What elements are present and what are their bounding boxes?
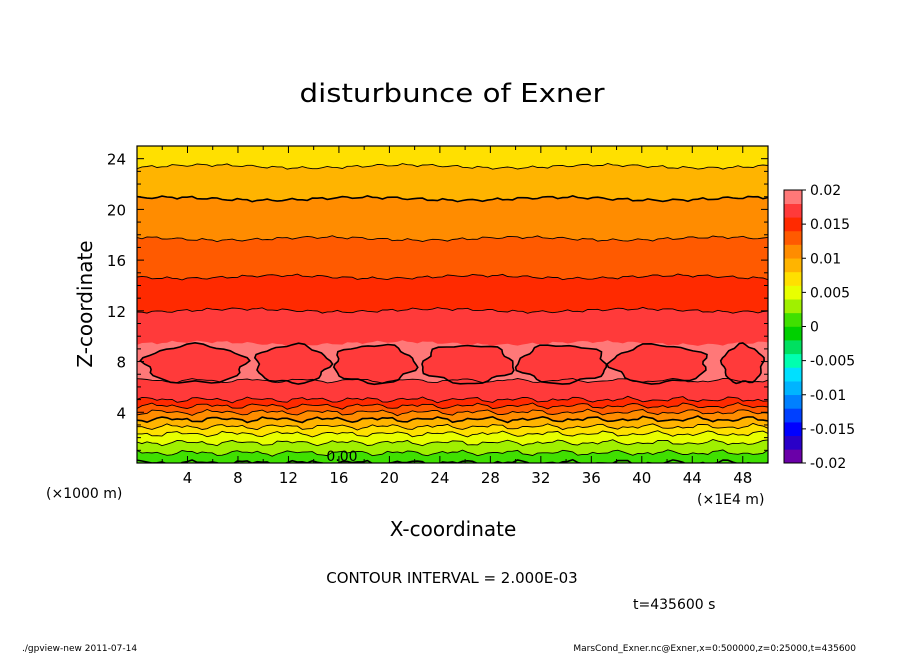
- y-tick-label: 4: [116, 404, 126, 422]
- colorbar-swatch: [784, 230, 802, 245]
- colorbar-label: -0.02: [810, 456, 846, 472]
- contour-lines: [137, 163, 768, 463]
- colorbar-swatch: [784, 449, 802, 464]
- y-tick-label: 8: [116, 354, 126, 372]
- contour-lower-13: [137, 430, 768, 438]
- colorbar-swatch: [784, 285, 802, 300]
- x-axis-label: X-coordinate: [390, 517, 517, 541]
- time-stamp: t=435600 s: [633, 597, 715, 613]
- colorbar-swatch: [784, 312, 802, 327]
- x-axis: 4 8 12 16 20 24 28 32 36 40 44 48: [136, 146, 769, 487]
- colorbar-label: 0: [810, 320, 819, 336]
- contour-lower-18: [137, 395, 768, 404]
- contour-upper-16: [137, 235, 768, 243]
- contour-lower-19: [137, 377, 768, 384]
- contour-lower-15: [137, 415, 768, 424]
- colorbar-label: 0.005: [810, 285, 850, 301]
- contour-lower-16: [137, 408, 768, 417]
- y-tick-label: 16: [107, 252, 126, 270]
- x-tick-label: 20: [380, 469, 399, 487]
- colorbar-swatch: [784, 244, 802, 259]
- colorbar-swatch: [784, 394, 802, 409]
- colorbar: 0.02 0.015 0.01 0.005 0 -0.005 -0.01 -0.015 -0.0…: [783, 183, 855, 472]
- x-tick-label: 4: [183, 469, 193, 487]
- footer-right: MarsCond_Exner.nc@Exner,x=0:500000,z=0:2…: [573, 644, 856, 654]
- colorbar-swatch: [784, 190, 802, 204]
- y-tick-label: 20: [107, 201, 126, 219]
- colorbar-label: -0.015: [810, 422, 855, 438]
- plot-frame: [136, 145, 769, 464]
- colorbar-swatch: [784, 326, 802, 341]
- colorbar-label: 0.02: [810, 183, 841, 199]
- plot-area: [137, 146, 768, 463]
- contour-interval: CONTOUR INTERVAL = 2.000E-03: [326, 569, 577, 587]
- contour-upper-14: [137, 163, 768, 170]
- peak-region-1: [253, 342, 334, 385]
- x-tick-label: 44: [683, 469, 702, 487]
- colorbar-swatch: [784, 408, 802, 423]
- contour-upper-18: [137, 306, 768, 314]
- colorbar-label: 0.01: [810, 251, 841, 267]
- contour-label-zero: 0.00: [326, 449, 357, 465]
- contour-lower-11: [137, 449, 768, 457]
- x-tick-label: 32: [531, 469, 550, 487]
- x-tick-label: 16: [329, 469, 348, 487]
- colorbar-swatch: [784, 435, 802, 450]
- colorbar-swatch: [784, 422, 802, 436]
- colorbar-swatch: [784, 203, 802, 218]
- colorbar-label: -0.01: [810, 388, 846, 404]
- contour-lower-17: [137, 402, 768, 410]
- peak-region-4: [514, 344, 608, 385]
- x-tick-label: 36: [582, 469, 601, 487]
- colorbar-swatch: [784, 217, 802, 232]
- peak-region-3: [421, 344, 515, 385]
- contour-lower-10: [137, 458, 768, 463]
- y-axis: 4 8 12 16 20 24: [107, 145, 768, 464]
- colorbar-swatch: [784, 258, 802, 273]
- peak-region-2: [332, 343, 419, 386]
- x-tick-label: 24: [430, 469, 449, 487]
- y-axis-label: Z-coordinate: [73, 240, 97, 367]
- colorbar-label: -0.005: [810, 354, 855, 370]
- x-tick-label: 48: [733, 469, 752, 487]
- chart-title: disturbunce of Exner: [300, 79, 605, 109]
- contour-upper-15: [137, 194, 768, 203]
- x-tick-label: 28: [481, 469, 500, 487]
- colorbar-swatch: [784, 299, 802, 314]
- x-tick-label: 12: [279, 469, 298, 487]
- colorbar-swatch: [784, 271, 802, 286]
- colorbar-swatch: [784, 367, 802, 382]
- footer-left: ./gpview-new 2011-07-14: [22, 644, 137, 654]
- colorbar-swatch: [784, 340, 802, 355]
- contour-upper-17: [137, 273, 768, 281]
- x-axis-multiplier: (×1E4 m): [697, 492, 764, 508]
- contour-lower-14: [137, 422, 768, 431]
- y-tick-label: 24: [107, 151, 126, 169]
- colorbar-swatch: [784, 353, 802, 368]
- x-tick-label: 8: [233, 469, 243, 487]
- y-tick-label: 12: [107, 303, 126, 321]
- peak-region-0: [139, 341, 251, 384]
- x-axis-unit: (×1000 m): [46, 486, 122, 502]
- x-tick-label: 40: [632, 469, 651, 487]
- contour-lower-12: [137, 439, 768, 447]
- colorbar-label: 0.015: [810, 217, 850, 233]
- colorbar-swatch: [784, 381, 802, 396]
